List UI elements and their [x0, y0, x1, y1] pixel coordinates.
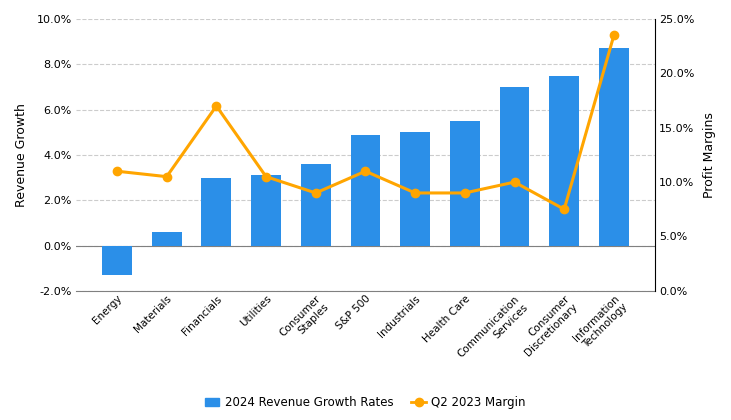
Bar: [450, 121, 480, 246]
Q2 2023 Margin: [610, 33, 618, 38]
Q2 2023 Margin: [411, 190, 420, 195]
Q2 2023 Margin: [560, 207, 569, 212]
Q2 2023 Margin: [113, 169, 121, 174]
Legend: 2024 Revenue Growth Rates, Q2 2023 Margin: 2024 Revenue Growth Rates, Q2 2023 Margi…: [200, 392, 531, 414]
Q2 2023 Margin: [212, 103, 221, 108]
Bar: [549, 76, 579, 246]
Q2 2023 Margin: [311, 190, 320, 195]
Bar: [251, 175, 281, 246]
Q2 2023 Margin: [162, 174, 171, 179]
Q2 2023 Margin: [361, 169, 370, 174]
Bar: [152, 232, 181, 246]
Bar: [102, 246, 132, 275]
Y-axis label: Revenue Growth: Revenue Growth: [15, 103, 28, 207]
Bar: [400, 132, 430, 246]
Bar: [351, 134, 380, 246]
Bar: [301, 164, 330, 246]
Bar: [202, 178, 231, 246]
Bar: [499, 87, 529, 246]
Q2 2023 Margin: [510, 180, 519, 185]
Line: Q2 2023 Margin: Q2 2023 Margin: [113, 31, 618, 213]
Y-axis label: Profit Margins: Profit Margins: [703, 112, 716, 198]
Q2 2023 Margin: [262, 174, 270, 179]
Q2 2023 Margin: [461, 190, 469, 195]
Bar: [599, 48, 629, 246]
